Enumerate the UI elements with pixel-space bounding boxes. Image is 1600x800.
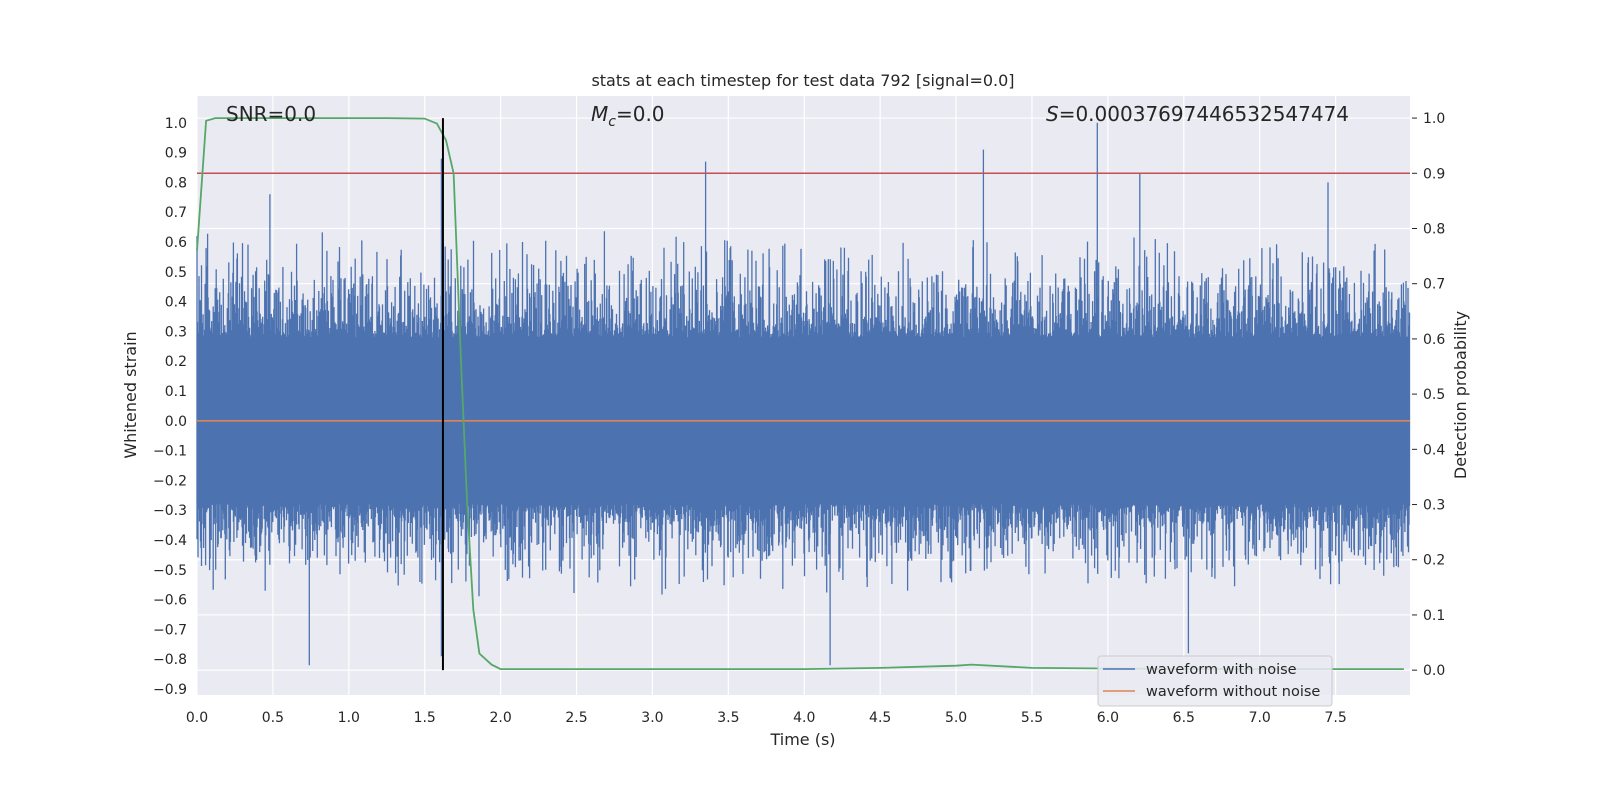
x-tick-label: 7.0 — [1249, 710, 1271, 726]
x-tick-label: 0.5 — [262, 710, 284, 726]
x-tick-label: 3.0 — [641, 710, 663, 726]
x-tick-label: 3.5 — [717, 710, 739, 726]
y-left-tick-label: −0.1 — [153, 444, 187, 460]
y-right-tick-label: 0.4 — [1423, 442, 1445, 458]
line-series — [196, 117, 1410, 671]
y-left-tick-label: 0.4 — [165, 295, 187, 311]
legend-box — [1097, 655, 1333, 707]
x-tick-label: 5.0 — [945, 710, 967, 726]
y-left-tick-label: −0.2 — [153, 473, 187, 489]
y-left-tick-label: 0.7 — [165, 205, 187, 221]
legend-label-noisy: waveform with noise — [1146, 662, 1297, 678]
y-left-tick-label: −0.4 — [153, 533, 187, 549]
legend-label-clean: waveform without noise — [1146, 684, 1320, 700]
x-axis-label: Time (s) — [769, 730, 835, 749]
y-right-tick-label: 0.7 — [1423, 277, 1445, 293]
y-right-tick-label: 0.5 — [1423, 387, 1445, 403]
y-right-tick-label: 0.1 — [1423, 608, 1445, 624]
y-right-tick-label: 0.9 — [1423, 166, 1445, 182]
x-tick-label: 1.0 — [338, 710, 360, 726]
x-tick-label: 4.0 — [793, 710, 815, 726]
x-tick-label: 2.5 — [565, 710, 587, 726]
y-left-tick-label: −0.8 — [153, 652, 187, 668]
x-tick-label: 2.0 — [489, 710, 511, 726]
y-right-tick-label: 0.2 — [1423, 553, 1445, 569]
y-left-tick-label: 1.0 — [165, 116, 187, 132]
y-left-tick-label: 0.5 — [165, 265, 187, 281]
snr-annotation: SNR=0.0 — [226, 102, 316, 126]
x-tick-label: 4.5 — [869, 710, 891, 726]
x-tick-label: 6.0 — [1097, 710, 1119, 726]
y-right-tick-label: 0.3 — [1423, 498, 1445, 514]
y-left-tick-label: 0.3 — [165, 324, 187, 340]
s-annotation: S=0.00037697446532547474 — [1046, 102, 1349, 126]
y-right-ticks: 1.0 0.9 0.8 0.7 0.6 0.5 0.4 0.3 0.2 0.1 0.0 — [1412, 111, 1445, 679]
y-left-tick-label: 0.6 — [165, 235, 187, 251]
y-left-tick-label: 0.2 — [165, 354, 187, 370]
y-axis-label-right: Detection probability — [1451, 311, 1470, 479]
legend: waveform with noise waveform without noi… — [1097, 655, 1333, 707]
y-right-tick-label: 0.6 — [1423, 332, 1445, 348]
y-left-ticks: 1.0 0.9 0.8 0.7 0.6 0.5 0.4 0.3 0.2 0.1 0.0 −0.1 −0.… — [153, 116, 187, 698]
y-left-tick-label: 0.9 — [165, 146, 187, 162]
chart-title: stats at each timestep for test data 792… — [591, 71, 1014, 90]
y-right-tick-label: 0.8 — [1423, 221, 1445, 237]
y-right-tick-label: 0.0 — [1423, 663, 1445, 679]
y-axis-label-left: Whitened strain — [121, 331, 140, 458]
x-tick-label: 6.5 — [1173, 710, 1195, 726]
x-tick-label: 1.5 — [414, 710, 436, 726]
y-left-tick-label: −0.9 — [153, 682, 187, 698]
x-tick-label: 0.0 — [186, 710, 208, 726]
y-left-tick-label: −0.5 — [153, 563, 187, 579]
x-ticks: 0.0 0.5 1.0 1.5 2.0 2.5 3.0 3.5 4.0 4.5 5.0 5.5 6.0 6… — [186, 710, 1347, 726]
y-left-tick-label: 0.1 — [165, 384, 187, 400]
chirp-mass-annotation: Mc=0.0 — [591, 102, 665, 130]
y-left-tick-label: −0.6 — [153, 593, 187, 609]
y-left-tick-label: 0.0 — [165, 414, 187, 430]
y-left-tick-label: −0.3 — [153, 503, 187, 519]
y-right-tick-label: 1.0 — [1423, 111, 1445, 127]
y-left-tick-label: −0.7 — [153, 622, 187, 638]
x-tick-label: 7.5 — [1324, 710, 1346, 726]
y-left-tick-label: 0.8 — [165, 175, 187, 191]
x-tick-label: 5.5 — [1021, 710, 1043, 726]
detection-probability-line — [196, 117, 1404, 670]
